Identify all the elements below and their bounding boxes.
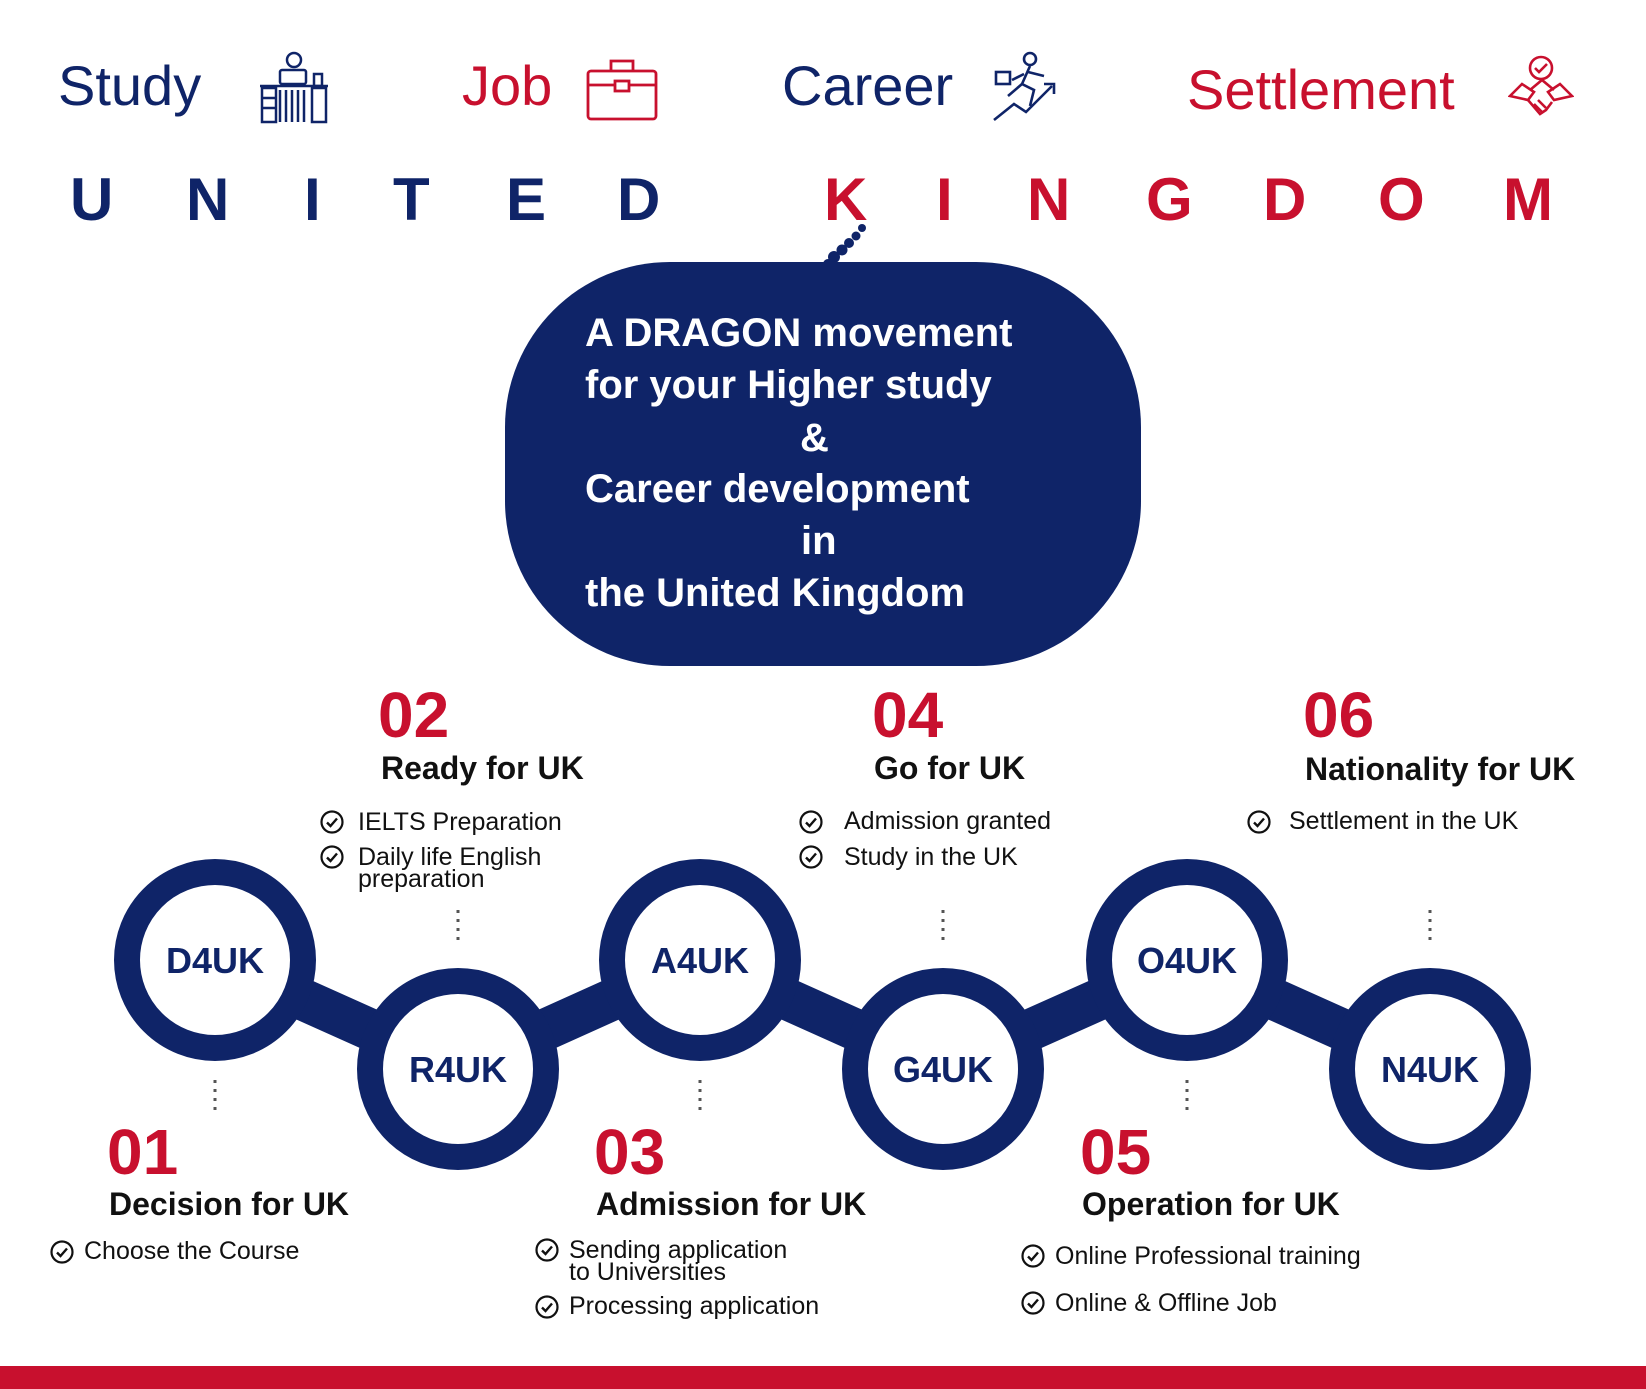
step-code: N4UK (1381, 1049, 1479, 1090)
step-code: D4UK (166, 940, 264, 981)
step-title: Go for UK (874, 750, 1026, 786)
check-circle-icon (50, 1240, 74, 1264)
step-item: Study in the UK (844, 843, 1018, 871)
step-number: 01 (107, 1116, 179, 1188)
country-letter: M (1503, 166, 1553, 233)
step-title: Ready for UK (381, 750, 584, 786)
step-ring-n4uk (1329, 968, 1531, 1170)
step-ring-a4uk (599, 859, 801, 1061)
step-item: Choose the Course (84, 1237, 300, 1265)
career-growth-icon (993, 51, 1056, 122)
bubble-line: in (801, 519, 837, 563)
briefcase-icon (586, 59, 658, 121)
settlement-label: Settlement (1187, 58, 1455, 121)
footer-bar (0, 1366, 1646, 1389)
country-letter: I (304, 166, 321, 233)
step-title: Operation for UK (1082, 1186, 1340, 1222)
bubble-line: the United Kingdom (585, 571, 965, 615)
study-label: Study (58, 54, 202, 117)
student-desk-icon (260, 51, 328, 124)
step-code: R4UK (409, 1049, 507, 1090)
step-item: Sending application to Universities (569, 1236, 788, 1286)
step-number: 04 (872, 679, 944, 751)
check-circle-icon (799, 810, 823, 834)
check-circle-icon (320, 845, 344, 869)
bubble-line: Career development (585, 467, 970, 511)
step-title: Admission for UK (596, 1186, 867, 1222)
check-circle-icon (1247, 810, 1271, 834)
step-item: Processing application (569, 1292, 820, 1320)
country-letter: G (1146, 166, 1193, 233)
country-letter: I (936, 166, 953, 233)
step-code: A4UK (651, 940, 749, 981)
country-letter: U (70, 166, 114, 233)
step-code: O4UK (1137, 940, 1237, 981)
country-letter: T (393, 166, 430, 233)
check-circle-icon (1021, 1291, 1045, 1315)
step-item: Online & Offline Job (1055, 1289, 1277, 1317)
check-circle-icon (320, 810, 344, 834)
career-label: Career (782, 54, 954, 117)
check-circle-icon (535, 1295, 559, 1319)
step-ring-d4uk (114, 859, 316, 1061)
handshake-icon (1508, 55, 1574, 116)
country-letter: K (824, 166, 868, 233)
bubble-line: for your Higher study (585, 363, 992, 407)
step-ring-r4uk (357, 968, 559, 1170)
country-letter: D (1263, 166, 1307, 233)
step-title: Nationality for UK (1305, 751, 1576, 787)
step-ring-g4uk (842, 968, 1044, 1170)
country-letter: N (186, 166, 230, 233)
step-title: Decision for UK (109, 1186, 350, 1222)
check-circle-icon (799, 845, 823, 869)
step-ring-o4uk (1086, 859, 1288, 1061)
step-number: 05 (1080, 1116, 1152, 1188)
step-number: 06 (1303, 679, 1375, 751)
step-number: 03 (594, 1116, 666, 1188)
step-item: Admission granted (844, 807, 1052, 835)
step-code: G4UK (893, 1049, 993, 1090)
step-item: Daily life English preparation (358, 843, 542, 893)
step-item: Online Professional training (1055, 1242, 1361, 1270)
country-letter: E (506, 166, 547, 233)
job-label: Job (462, 54, 553, 117)
step-item: Settlement in the UK (1289, 807, 1519, 835)
bubble-line: & (800, 416, 829, 460)
step-number: 02 (378, 679, 450, 751)
country-letter: O (1378, 166, 1425, 233)
step-item: IELTS Preparation (358, 808, 562, 836)
bubble-line: A DRAGON movement (585, 311, 1013, 355)
check-circle-icon (1021, 1244, 1045, 1268)
country-letter: D (617, 166, 661, 233)
check-circle-icon (535, 1238, 559, 1262)
country-letter: N (1027, 166, 1071, 233)
message-bubble (505, 262, 1141, 666)
